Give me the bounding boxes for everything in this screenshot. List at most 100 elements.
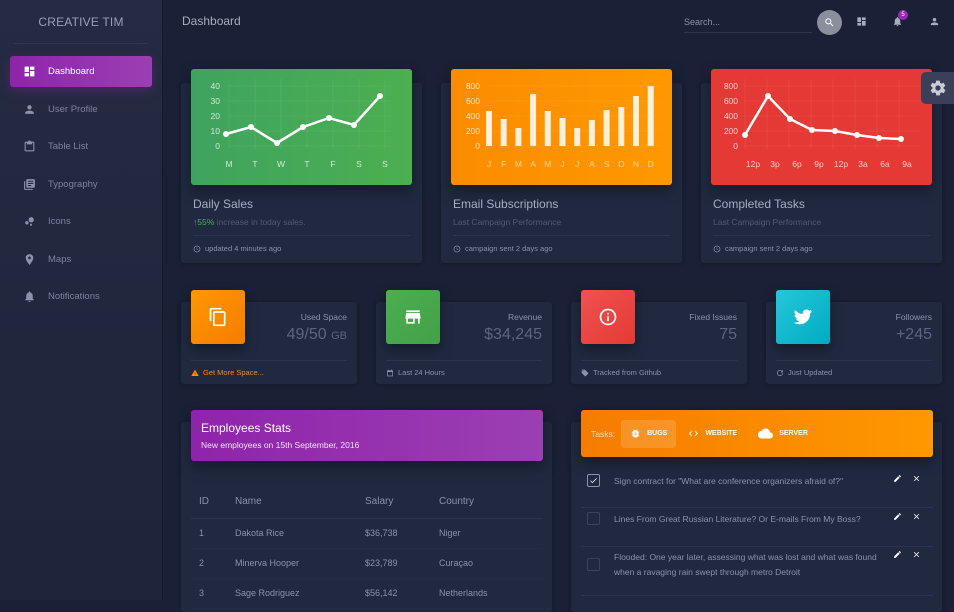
- completed-tasks-card: 800 600 400 200 0 12p 3p 6p 9p 12p 3a 6a 9a Complet…: [701, 69, 942, 263]
- sidebar-item-label: User Profile: [48, 103, 98, 115]
- svg-text:A: A: [589, 159, 595, 169]
- footer-text: campaign sent 2 days ago: [465, 244, 553, 253]
- svg-text:S: S: [382, 159, 388, 169]
- sidebar-item-table-list[interactable]: Table List: [10, 131, 152, 162]
- sidebar-item-dashboard[interactable]: Dashboard: [10, 56, 152, 87]
- sidebar-item-label: Icons: [48, 216, 71, 227]
- clock-icon: [453, 245, 461, 252]
- svg-text:F: F: [330, 159, 335, 169]
- copy-icon: [191, 290, 245, 344]
- daily-sales-card: 40 30 20 10 0 M T W T F S S Daily Sales ↑55% incre…: [181, 69, 422, 263]
- svg-text:3a: 3a: [858, 159, 868, 169]
- svg-text:12p: 12p: [834, 159, 848, 169]
- close-icon[interactable]: [912, 550, 921, 559]
- stat-value: $34,245: [484, 326, 542, 343]
- footer-text: Just Updated: [788, 368, 833, 377]
- cell-country: Curaçao: [431, 548, 543, 579]
- task-checkbox[interactable]: [587, 512, 600, 525]
- edit-icon[interactable]: [893, 474, 902, 483]
- edit-icon[interactable]: [893, 550, 902, 559]
- revenue-card: Revenue $34,245 Last 24 Hours: [376, 290, 552, 384]
- sidebar-item-typography[interactable]: Typography: [10, 169, 152, 200]
- svg-text:N: N: [633, 159, 639, 169]
- column-header: ID: [191, 486, 227, 519]
- search-icon: [825, 18, 834, 27]
- column-header: Salary: [357, 486, 431, 519]
- dashboard-shortcut-button[interactable]: [854, 14, 868, 28]
- notifications-button[interactable]: [890, 14, 904, 28]
- employees-card-header: Employees Stats New employees on 15th Se…: [191, 410, 543, 461]
- svg-text:9a: 9a: [902, 159, 912, 169]
- daily-sales-chart: 40 30 20 10 0 M T W T F S S: [191, 69, 412, 185]
- settings-button[interactable]: [921, 72, 954, 104]
- task-item: Lines From Great Russian Literature? Or …: [581, 512, 933, 547]
- used-space-card: Used Space 49/50 GB Get More Space...: [181, 290, 357, 384]
- gear-icon: [930, 80, 945, 96]
- sidebar-item-notifications[interactable]: Notifications: [10, 281, 152, 312]
- svg-text:A: A: [530, 159, 536, 169]
- card-footer: campaign sent 2 days ago: [453, 235, 670, 253]
- cell-salary: $23,789: [357, 548, 431, 579]
- svg-text:0: 0: [215, 141, 220, 151]
- task-text: Sign contract for "What are conference o…: [614, 476, 844, 486]
- get-more-space-link[interactable]: Get More Space...: [203, 368, 264, 377]
- subtitle-text: increase in today sales.: [214, 217, 306, 227]
- tab-website[interactable]: WEBSITE: [679, 420, 746, 448]
- cell-name: Minerva Hooper: [227, 548, 357, 579]
- cloud-icon: [758, 428, 774, 439]
- table-row: 1 Dakota Rice $36,738 Niger: [191, 518, 543, 549]
- stat-label: Used Space: [300, 312, 347, 322]
- search-button[interactable]: [817, 10, 842, 35]
- card-subtitle: New employees on 15th September, 2016: [201, 440, 360, 450]
- card-title: Email Subscriptions: [453, 197, 559, 211]
- svg-text:D: D: [648, 159, 654, 169]
- task-text: Lines From Great Russian Literature? Or …: [614, 514, 861, 524]
- sidebar-item-label: Table List: [48, 141, 89, 152]
- svg-text:0: 0: [475, 141, 480, 151]
- page-title: Dashboard: [182, 14, 241, 28]
- sidebar-item-user-profile[interactable]: User Profile: [10, 94, 152, 125]
- edit-icon[interactable]: [893, 512, 902, 521]
- task-checkbox[interactable]: [587, 558, 600, 571]
- sidebar-item-maps[interactable]: Maps: [10, 244, 152, 275]
- sidebar-item-icons[interactable]: Icons: [10, 206, 152, 237]
- tab-server[interactable]: SERVER: [749, 420, 817, 448]
- fixed-issues-card: Fixed Issues 75 Tracked from Github: [571, 290, 747, 384]
- table-header-row: ID Name Salary Country: [191, 486, 543, 519]
- table-row: 2 Minerva Hooper $23,789 Curaçao: [191, 548, 543, 579]
- column-header: Name: [227, 486, 357, 519]
- task-item: Flooded: One year later, assessing what …: [581, 550, 933, 596]
- warning-icon: [191, 369, 199, 376]
- person-icon: [22, 102, 36, 116]
- sidebar-item-label: Notifications: [48, 291, 100, 302]
- tab-bugs[interactable]: BUGS: [621, 419, 677, 448]
- task-checkbox[interactable]: [587, 474, 600, 487]
- svg-text:6p: 6p: [792, 159, 802, 169]
- close-icon[interactable]: [912, 474, 921, 483]
- store-icon: [386, 290, 440, 344]
- card-title: Daily Sales: [193, 197, 254, 211]
- stat-footer: Just Updated: [776, 360, 932, 377]
- svg-text:F: F: [501, 159, 506, 169]
- search-input[interactable]: [684, 11, 812, 33]
- info-icon: [581, 290, 635, 344]
- close-icon[interactable]: [912, 512, 921, 521]
- stat-label: Fixed Issues: [689, 312, 737, 322]
- tasks-card: Tasks: BUGS WEBSITE SERVER Sign contract…: [571, 410, 942, 612]
- line-chart: 40 30 20 10 0 M T W T F S S: [211, 79, 391, 169]
- user-menu-button[interactable]: [927, 14, 941, 28]
- svg-text:O: O: [618, 159, 625, 169]
- footer-text: Last 24 Hours: [398, 368, 445, 377]
- card-subtitle: Last Campaign Performance: [713, 217, 822, 227]
- location-pin-icon: [22, 252, 36, 266]
- stat-value: +245: [895, 326, 932, 343]
- bug-icon: [631, 429, 640, 438]
- brand-logo[interactable]: CREATIVE TIM: [14, 0, 148, 44]
- svg-text:S: S: [356, 159, 362, 169]
- svg-text:600: 600: [724, 96, 738, 106]
- svg-text:6a: 6a: [880, 159, 890, 169]
- stat-value: 49/50 GB: [286, 326, 347, 343]
